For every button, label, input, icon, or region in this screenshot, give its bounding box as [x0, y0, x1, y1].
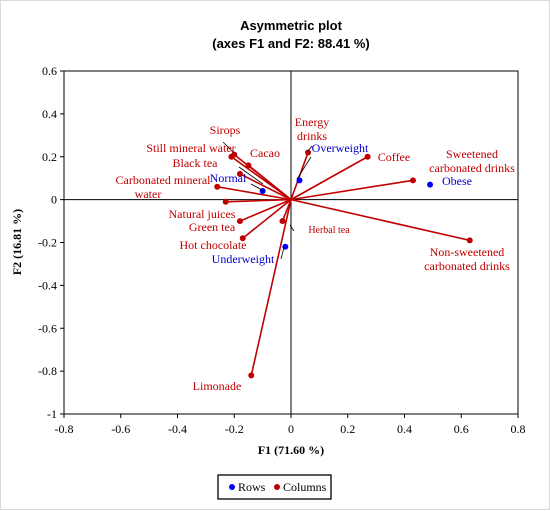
column-point — [245, 162, 252, 169]
row-label: Overweight — [312, 141, 369, 155]
column-label: drinks — [297, 129, 327, 143]
column-label: Limonade — [193, 379, 242, 393]
chart-title: Asymmetric plot — [240, 18, 343, 33]
legend: Rows Columns — [217, 474, 332, 500]
y-tick-label: -0.6 — [38, 321, 57, 335]
column-vector — [290, 152, 309, 200]
column-label: Energy — [295, 115, 329, 129]
x-tick-label: 0 — [288, 422, 294, 436]
column-vector — [217, 185, 292, 201]
x-tick-label: 0.2 — [340, 422, 355, 436]
column-vector — [239, 198, 292, 222]
column-label: carbonated drinks — [429, 161, 515, 175]
energy-drinks-leader — [307, 145, 313, 152]
legend-columns-label: Columns — [283, 480, 327, 494]
column-point — [236, 170, 243, 177]
column-label: Sweetened — [446, 147, 498, 161]
y-tick-label: -0.8 — [38, 364, 57, 378]
column-vector — [242, 199, 292, 239]
column-label: Green tea — [189, 220, 236, 234]
x-tick-label: 0.8 — [511, 422, 526, 436]
column-point — [279, 218, 286, 225]
y-tick-label: 0.4 — [42, 107, 57, 121]
column-point — [228, 153, 235, 160]
column-vector — [290, 179, 414, 201]
herbal-tea-leader — [289, 224, 295, 232]
underweight-leader — [280, 246, 285, 260]
column-label: Herbal tea — [308, 225, 350, 236]
legend-rows-label: Rows — [238, 480, 266, 494]
y-tick-label: 0.6 — [42, 64, 57, 78]
legend-rows-marker — [229, 484, 235, 490]
column-point — [239, 235, 246, 242]
x-tick-label: -0.2 — [225, 422, 244, 436]
column-label: Cacao — [250, 146, 280, 160]
row-point — [427, 181, 434, 188]
y-tick-label: -1 — [47, 407, 57, 421]
column-vector — [225, 198, 292, 203]
column-vector — [290, 156, 369, 201]
row-label: Underweight — [212, 252, 275, 266]
chart-subtitle: (axes F1 and F2: 88.41 %) — [212, 36, 370, 51]
column-point — [305, 149, 312, 156]
column-vector — [247, 164, 292, 201]
column-point — [466, 237, 473, 244]
row-point — [296, 177, 303, 184]
y-tick-label: -0.4 — [38, 278, 57, 292]
column-vector — [290, 198, 470, 242]
column-label: Non-sweetened — [430, 245, 505, 259]
column-vector — [239, 173, 292, 201]
x-tick-label: -0.4 — [168, 422, 187, 436]
x-tick-label: 0.4 — [397, 422, 412, 436]
column-label: Coffee — [378, 150, 410, 164]
column-label: water — [135, 187, 162, 201]
column-point — [214, 183, 221, 190]
y-tick-label: 0 — [51, 193, 57, 207]
column-label: Black tea — [173, 156, 219, 170]
column-label: Sirops — [210, 123, 241, 137]
y-tick-label: 0.2 — [42, 150, 57, 164]
black-tea-leader — [238, 166, 264, 185]
x-tick-label: -0.6 — [111, 422, 130, 436]
column-point — [364, 153, 371, 160]
column-point — [410, 177, 417, 184]
column-label: Hot chocolate — [180, 238, 247, 252]
x-axis-title: F1 (71.60 %) — [258, 443, 324, 457]
column-label: Carbonated mineral — [116, 173, 212, 187]
column-point — [236, 218, 243, 225]
row-label: Normal — [210, 171, 247, 185]
row-label: Obese — [442, 174, 472, 188]
column-point — [248, 372, 255, 379]
y-axis-title: F2 (16.81 %) — [10, 209, 24, 275]
column-point — [222, 198, 229, 205]
column-vector — [250, 199, 292, 376]
column-label: Still mineral water — [146, 141, 235, 155]
column-label: Natural juices — [169, 207, 236, 221]
x-tick-label: -0.8 — [55, 422, 74, 436]
overweight-leader — [296, 156, 312, 180]
y-tick-label: -0.2 — [38, 236, 57, 250]
column-label: carbonated drinks — [424, 259, 510, 273]
legend-columns-marker — [274, 484, 280, 490]
normal-leader — [250, 183, 265, 192]
x-tick-label: 0.6 — [454, 422, 469, 436]
sirops-leader — [222, 141, 235, 154]
